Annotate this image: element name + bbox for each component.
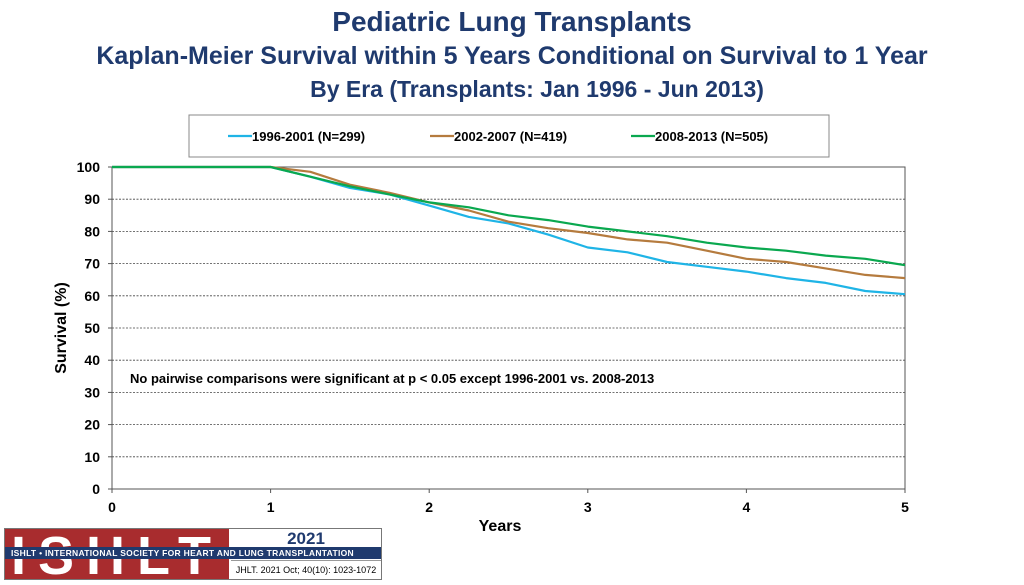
annotation-text: No pairwise comparisons were significant… [130, 371, 654, 386]
org-name-band: ISHLT • INTERNATIONAL SOCIETY FOR HEART … [5, 547, 381, 559]
legend-box [188, 114, 830, 158]
x-tick-label: 4 [743, 499, 751, 515]
x-tick-label: 2 [425, 499, 433, 515]
y-tick-label: 30 [84, 384, 100, 400]
series-line-2 [112, 165, 906, 280]
y-tick-label: 100 [77, 159, 101, 175]
page-title: Pediatric Lung Transplants [332, 6, 692, 37]
legend: 1996-2001 (N=299) 2002-2007 (N=419) 2008-2… [228, 129, 768, 144]
y-tick-label: 60 [84, 288, 100, 304]
x-tick-label: 0 [108, 499, 116, 515]
y-tick-label: 10 [84, 449, 100, 465]
y-tick-label: 40 [84, 352, 100, 368]
legend-label-1: 1996-2001 (N=299) [252, 129, 365, 144]
x-tick-label: 3 [584, 499, 592, 515]
y-tick-label: 20 [84, 417, 100, 433]
y-tick-label: 70 [84, 256, 100, 272]
series-line-3 [112, 165, 906, 267]
survival-chart: 1996-2001 (N=299) 2002-2007 (N=419) 2008-2… [53, 114, 909, 535]
chart-subtitle-era: By Era (Transplants: Jan 1996 - Jun 2013… [310, 76, 764, 102]
y-axis-ticks: 0 10 20 30 40 50 60 70 80 90 100 [77, 159, 112, 497]
x-tick-label: 5 [901, 499, 909, 515]
y-tick-label: 90 [84, 191, 100, 207]
journal-citation: JHLT. 2021 Oct; 40(10): 1023-1072 [231, 560, 381, 579]
y-tick-label: 0 [92, 481, 100, 497]
legend-label-2: 2002-2007 (N=419) [454, 129, 567, 144]
series-line-1 [112, 165, 906, 296]
x-tick-label: 1 [267, 499, 275, 515]
ishlt-logo: ISHLT ISHLT • INTERNATIONAL SOCIETY FOR … [4, 528, 382, 580]
series-lines [112, 165, 906, 296]
y-axis-label: Survival (%) [53, 282, 70, 374]
chart-subtitle: Kaplan-Meier Survival within 5 Years Con… [96, 42, 928, 70]
x-axis-label: Years [479, 518, 522, 535]
x-axis-ticks: 0 1 2 3 4 5 [108, 489, 909, 515]
gridlines [112, 198, 905, 458]
y-tick-label: 80 [84, 223, 100, 239]
report-year: 2021 [287, 529, 325, 548]
legend-label-3: 2008-2013 (N=505) [655, 129, 768, 144]
y-tick-label: 50 [84, 320, 100, 336]
